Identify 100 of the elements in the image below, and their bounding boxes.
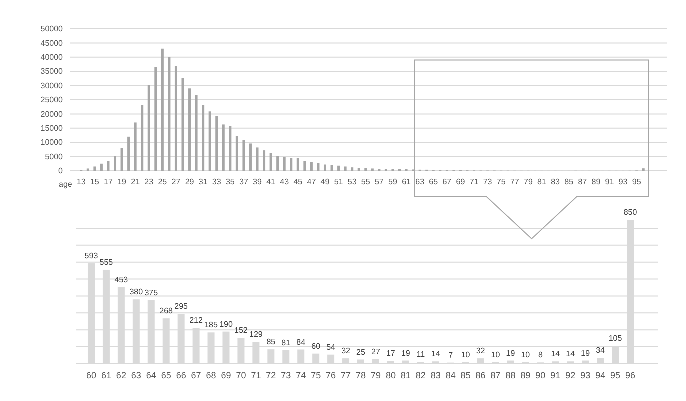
bar [107, 161, 110, 171]
x-tick-label: 66 [176, 370, 186, 380]
bar [304, 161, 306, 171]
bar [94, 166, 96, 171]
x-tick-label: 75 [496, 178, 506, 187]
x-tick-label: 76 [326, 370, 336, 380]
y-tick-label: 40000 [40, 52, 64, 62]
data-label: 32 [342, 346, 352, 356]
x-tick-label: 87 [578, 178, 588, 187]
x-tick-label: 89 [592, 178, 602, 187]
y-tick-label: 0 [58, 166, 64, 176]
y-tick-label: 50000 [40, 24, 64, 34]
data-label: 25 [356, 348, 366, 357]
y-tick-label: 25000 [40, 96, 64, 105]
x-tick-label: 19 [118, 178, 128, 187]
x-tick-label: 95 [610, 370, 621, 380]
x-tick-label: 29 [185, 178, 195, 187]
y-tick-label: 20000 [40, 110, 64, 119]
x-tick-label: 65 [161, 370, 172, 380]
data-label: 10 [461, 350, 471, 360]
data-label: 190 [220, 320, 234, 329]
bar [202, 105, 205, 171]
x-tick-label: 59 [388, 178, 398, 187]
bar [296, 158, 300, 171]
x-tick-label: 23 [144, 178, 154, 187]
bar [358, 168, 360, 171]
bar [148, 85, 150, 171]
x-tick-label: 75 [311, 370, 322, 380]
x-tick-label: 55 [361, 178, 371, 187]
bar [263, 150, 266, 171]
x-tick-label: 93 [580, 370, 591, 380]
data-label: 84 [296, 338, 306, 347]
x-tick-label: 17 [104, 178, 114, 187]
y-tick-label: 15000 [40, 124, 64, 133]
bar [222, 124, 225, 171]
bar [161, 48, 164, 171]
bar [330, 165, 334, 171]
data-label: 453 [114, 275, 129, 284]
x-tick-label: 73 [281, 370, 292, 380]
x-tick-label: 21 [131, 178, 141, 187]
data-label: 212 [190, 316, 204, 326]
x-tick-label: 13 [76, 178, 86, 187]
x-tick-label: 15 [90, 178, 100, 187]
data-label: 19 [581, 348, 591, 358]
data-label: 375 [144, 288, 159, 298]
x-tick-label: 25 [158, 178, 168, 187]
x-tick-label: 39 [253, 178, 262, 187]
data-label: 17 [386, 349, 396, 358]
x-tick-label: 95 [632, 178, 642, 187]
x-tick-label: 64 [146, 370, 156, 380]
bar [338, 166, 340, 171]
bar [270, 153, 272, 171]
bar [168, 57, 171, 171]
x-tick-label: 51 [334, 178, 344, 187]
data-label: 185 [204, 320, 218, 330]
x-tick-label: 45 [294, 178, 304, 187]
data-label: 60 [312, 342, 322, 351]
bar [182, 78, 184, 171]
bar [249, 144, 252, 171]
x-tick-label: 91 [605, 178, 615, 187]
data-label: 54 [326, 342, 336, 352]
data-label: 32 [476, 346, 486, 356]
bar [283, 157, 286, 171]
y-tick-label: 5000 [45, 152, 64, 162]
data-label: 105 [608, 334, 623, 344]
bar [114, 156, 117, 171]
bar [188, 88, 192, 171]
x-tick-label: 88 [506, 370, 516, 380]
y-tick-label: 35000 [40, 67, 64, 76]
x-tick-label: 72 [266, 370, 276, 380]
data-label: 19 [401, 348, 411, 358]
data-label: 7 [448, 350, 454, 360]
x-tick-label: 37 [240, 178, 249, 187]
x-tick-label: 82 [416, 370, 426, 380]
x-tick-label: 85 [460, 370, 471, 380]
x-tick-label: 83 [430, 370, 441, 380]
x-tick-label: 70 [236, 370, 246, 380]
data-label: 10 [491, 350, 501, 360]
bar [236, 136, 238, 171]
x-tick-label: 60 [86, 370, 96, 380]
x-tick-label: 49 [320, 178, 330, 187]
x-tick-label: 96 [626, 370, 636, 380]
data-label: 11 [416, 350, 426, 360]
bar [317, 163, 320, 171]
x-tick-label: 85 [564, 178, 574, 187]
x-tick-label: 35 [226, 178, 236, 187]
bar [256, 148, 259, 171]
bar [351, 168, 354, 171]
data-label: 593 [84, 252, 99, 261]
x-tick-label: 73 [483, 178, 493, 187]
data-label: 129 [250, 330, 264, 340]
bar [195, 95, 198, 171]
y-tick-label: 30000 [40, 81, 64, 90]
x-tick-label: 93 [618, 178, 628, 187]
x-tick-label: 81 [538, 178, 547, 187]
bar [229, 126, 232, 171]
data-label: 19 [506, 348, 516, 358]
x-tick-label: 33 [212, 178, 222, 187]
x-tick-label: 67 [442, 178, 452, 187]
bar [290, 158, 293, 171]
